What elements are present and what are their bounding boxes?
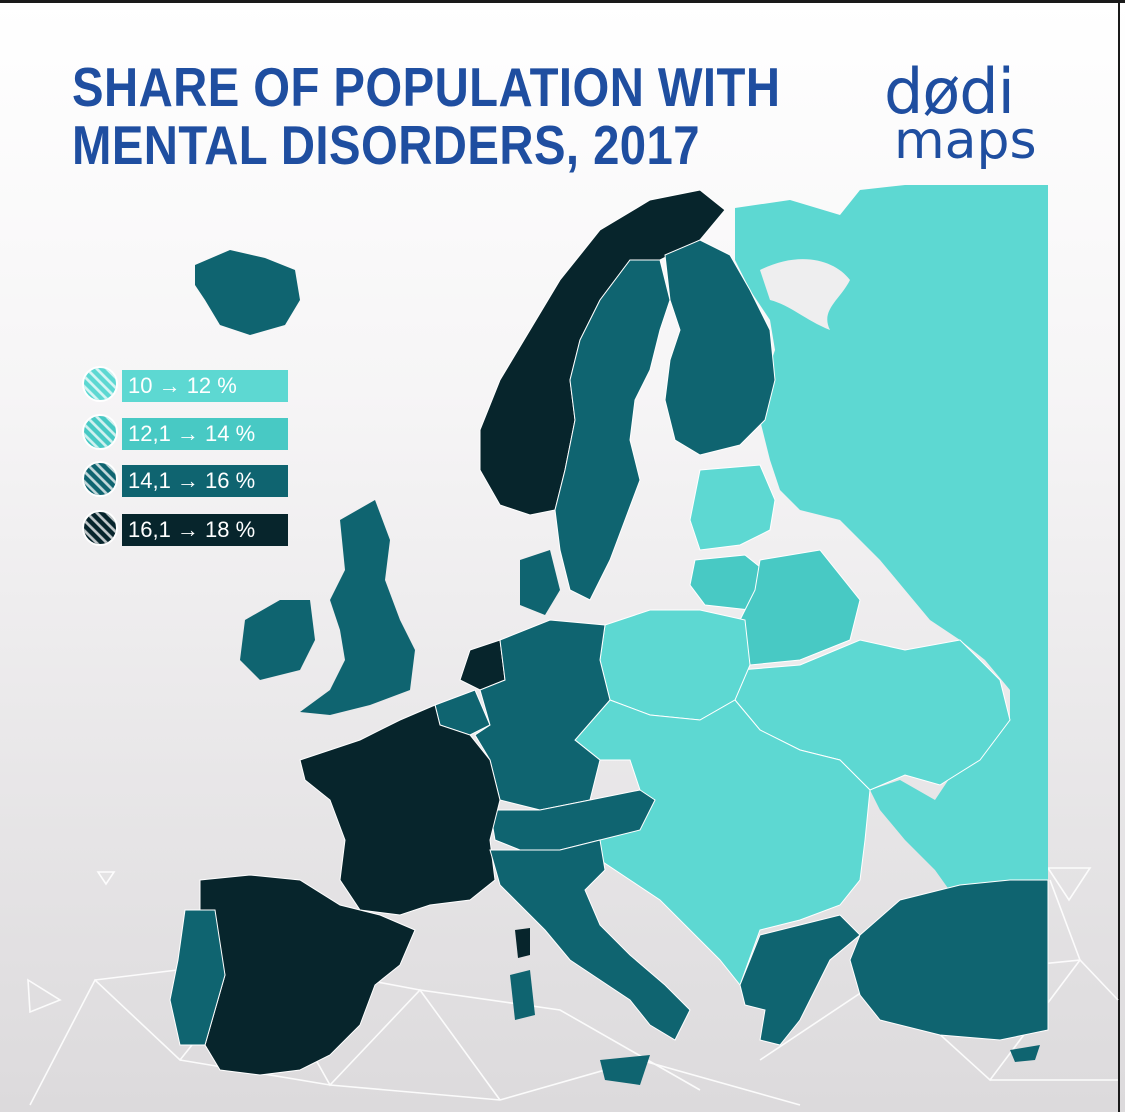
map-title: SHARE OF POPULATION WITH MENTAL DISORDER… bbox=[72, 58, 780, 174]
region-italy bbox=[489, 839, 691, 1041]
region-sardinia bbox=[510, 970, 535, 1020]
legend-swatch-2 bbox=[82, 414, 118, 450]
legend-item-4: 16,1 → 18 % bbox=[82, 510, 288, 550]
region-sweden bbox=[554, 259, 671, 601]
title-line-1: SHARE OF POPULATION WITH bbox=[72, 56, 781, 118]
region-uk bbox=[300, 500, 415, 715]
region-alpine bbox=[489, 789, 656, 851]
top-border bbox=[0, 0, 1125, 3]
legend-item-1: 10 → 12 % bbox=[82, 366, 288, 406]
title-line-2: MENTAL DISORDERS, 2017 bbox=[72, 114, 701, 176]
logo-text-top: dødi bbox=[884, 55, 1015, 128]
white-sea bbox=[760, 259, 850, 330]
region-turkey bbox=[849, 879, 1049, 1041]
legend-item-2: 12,1 → 14 % bbox=[82, 414, 288, 454]
region-russia bbox=[735, 185, 1048, 995]
logo-text-bottom: maps bbox=[894, 111, 1037, 171]
region-france bbox=[299, 704, 501, 916]
region-sicily bbox=[600, 1055, 650, 1085]
legend-label-1: 10 → 12 % bbox=[122, 370, 288, 402]
region-baltics bbox=[689, 464, 776, 551]
legend-swatch-4 bbox=[82, 510, 118, 546]
dodi-maps-logo: dødi maps bbox=[884, 55, 1054, 172]
region-ireland bbox=[240, 600, 315, 680]
right-border bbox=[1118, 0, 1120, 1112]
legend-label-2: 12,1 → 14 % bbox=[122, 418, 288, 450]
region-portugal bbox=[169, 909, 226, 1046]
region-poland bbox=[599, 609, 751, 721]
legend-swatch-1 bbox=[82, 366, 118, 402]
legend-item-3: 14,1 → 16 % bbox=[82, 461, 288, 501]
legend-label-4: 16,1 → 18 % bbox=[122, 514, 288, 546]
region-iceland bbox=[195, 250, 300, 335]
region-finland bbox=[664, 239, 776, 456]
legend-swatch-3 bbox=[82, 461, 118, 497]
region-corsica bbox=[515, 928, 530, 958]
region-belarus bbox=[739, 549, 861, 666]
region-cyprus bbox=[1010, 1045, 1040, 1062]
region-denmark bbox=[520, 550, 560, 615]
region-greece bbox=[739, 914, 861, 1046]
legend-label-3: 14,1 → 16 % bbox=[122, 465, 288, 497]
